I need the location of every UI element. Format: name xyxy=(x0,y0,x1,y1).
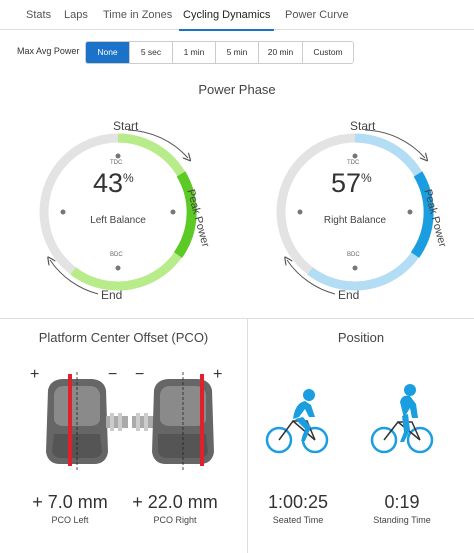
tab-laps[interactable]: Laps xyxy=(64,9,88,21)
peak-power-arc xyxy=(410,171,434,258)
left-balance-value: 43% xyxy=(93,168,134,199)
option-custom[interactable]: Custom xyxy=(303,42,353,63)
end-arrow xyxy=(50,260,99,295)
minus-sign: − xyxy=(108,366,118,383)
pco-right-marker xyxy=(200,374,204,466)
bdc-label: BDC xyxy=(347,252,360,258)
start-label: Start xyxy=(113,119,139,133)
minus-sign: − xyxy=(135,366,145,383)
seated-rider-icon xyxy=(265,389,329,454)
pedals-illustration xyxy=(46,372,214,472)
end-arrow xyxy=(287,260,336,295)
pco-right-value: + 22.0 mm xyxy=(132,492,218,512)
start-arrow xyxy=(364,129,425,158)
pco-left-marker xyxy=(68,374,72,466)
right-pedal xyxy=(132,379,214,464)
option-5-sec[interactable]: 5 sec xyxy=(130,42,173,63)
tdc-label: TDC xyxy=(110,160,123,166)
pco-left-label: PCO Left xyxy=(51,515,89,525)
seated-time-label: Seated Time xyxy=(272,515,324,525)
right-balance-value: 57% xyxy=(331,168,372,199)
tdc-label: TDC xyxy=(347,160,360,166)
right-balance-label: Right Balance xyxy=(323,215,387,226)
peak-power-arc xyxy=(173,171,197,258)
plus-sign: + xyxy=(30,366,40,383)
max-avg-power-selector: None 5 sec 1 min 5 min 20 min Custom xyxy=(85,41,354,64)
tab-cycling-dynamics[interactable]: Cycling Dynamics xyxy=(179,0,275,31)
end-label: End xyxy=(101,288,123,302)
max-avg-power-label: Max Avg Power xyxy=(17,46,80,56)
plus-sign: + xyxy=(213,366,223,383)
seated-time-value: 1:00:25 xyxy=(267,492,329,512)
start-arrow xyxy=(127,129,188,158)
standing-time-value: 0:19 xyxy=(384,492,420,512)
option-none[interactable]: None xyxy=(86,42,130,63)
standing-time-label: Standing Time xyxy=(373,515,431,525)
option-1-min[interactable]: 1 min xyxy=(173,42,216,63)
right-balance-number: 57 xyxy=(331,168,362,198)
tab-stats[interactable]: Stats xyxy=(26,9,52,21)
tab-time-in-zones[interactable]: Time in Zones xyxy=(103,9,173,21)
option-5-min[interactable]: 5 min xyxy=(216,42,259,63)
pco-title: Platform Center Offset (PCO) xyxy=(38,330,209,345)
standing-rider-icon xyxy=(370,384,434,454)
percent-unit: % xyxy=(361,171,372,185)
option-20-min[interactable]: 20 min xyxy=(259,42,303,63)
power-phase-title: Power Phase xyxy=(198,82,276,97)
left-power-phase-gauge xyxy=(39,129,197,295)
left-balance-label: Left Balance xyxy=(90,215,146,226)
left-pedal xyxy=(46,379,128,464)
pco-right-label: PCO Right xyxy=(153,515,197,525)
column-divider xyxy=(247,318,248,553)
section-divider xyxy=(0,318,474,319)
tab-power-curve[interactable]: Power Curve xyxy=(285,9,349,21)
position-title: Position xyxy=(337,330,385,345)
right-power-phase-gauge xyxy=(276,129,434,295)
left-balance-number: 43 xyxy=(93,168,124,198)
start-label: Start xyxy=(350,119,376,133)
percent-unit: % xyxy=(123,171,134,185)
end-label: End xyxy=(338,288,360,302)
pco-left-value: + 7.0 mm xyxy=(32,492,108,512)
bdc-label: BDC xyxy=(110,252,123,258)
tab-bar: Stats Laps Time in Zones Cycling Dynamic… xyxy=(0,0,474,31)
